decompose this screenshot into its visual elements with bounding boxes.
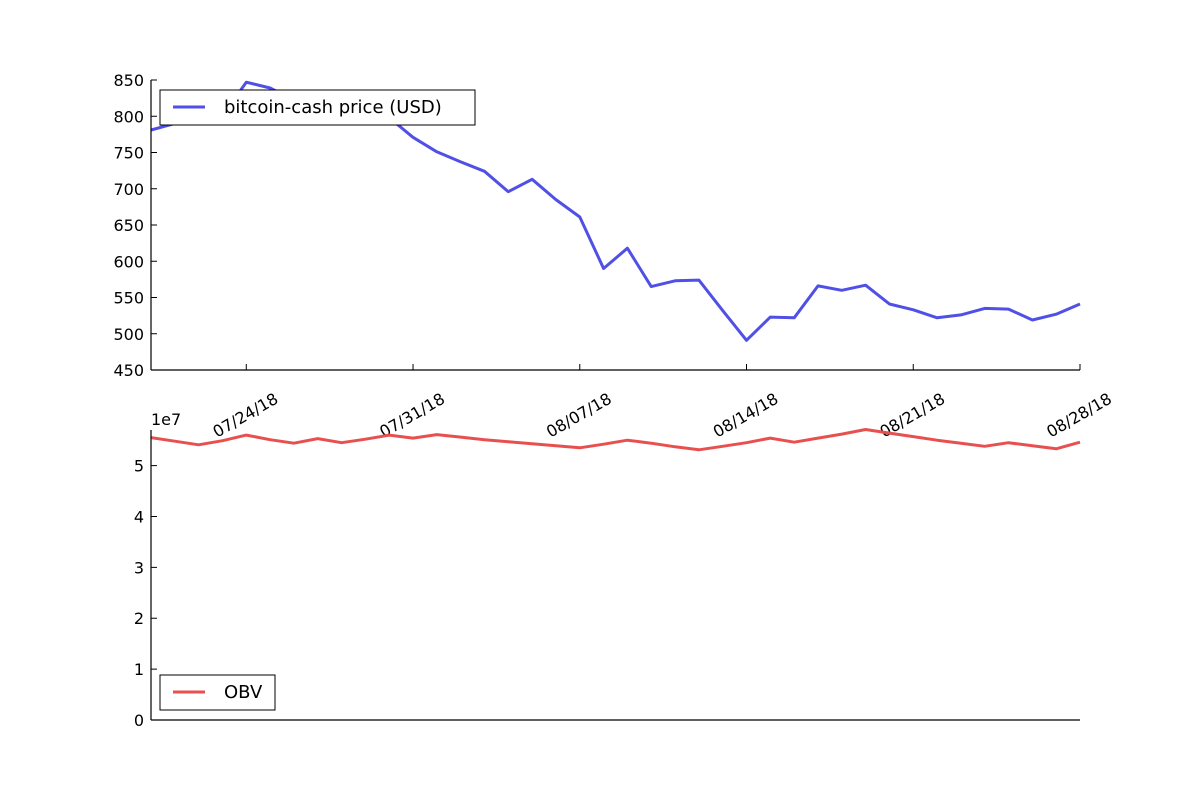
price-y-tick-label: 550 <box>113 289 144 308</box>
price-y-tick-label: 850 <box>113 71 144 90</box>
obv-axis-layer <box>150 430 1080 721</box>
obv-y-tick-label: 3 <box>134 558 144 577</box>
obv-y-tick-label: 4 <box>134 507 144 526</box>
obv-panel: 0 1 2 3 4 5 1e7 OBV <box>134 410 1081 730</box>
price-y-ticks: 450 500 550 600 650 700 750 800 850 <box>113 71 157 380</box>
obv-legend-label: OBV <box>224 682 263 703</box>
price-y-tick-label: 750 <box>113 144 144 163</box>
price-legend-box <box>159 89 476 126</box>
obv-y-ticks: 0 1 2 3 4 5 <box>134 457 157 730</box>
price-y-tick-label: 650 <box>113 216 144 235</box>
price-y-tick-label: 600 <box>113 252 144 271</box>
price-legend: bitcoin-cash price (USD) <box>159 89 476 126</box>
obv-y-tick-label: 2 <box>134 609 144 628</box>
price-y-tick-label: 500 <box>113 325 144 344</box>
price-y-tick-label: 700 <box>113 180 144 199</box>
obv-offset-label: 1e7 <box>151 410 181 429</box>
obv-y-tick-label: 1 <box>134 660 144 679</box>
obv-legend: OBV <box>159 674 276 711</box>
price-y-tick-label: 450 <box>113 361 144 380</box>
price-legend-label: bitcoin-cash price (USD) <box>224 97 442 118</box>
obv-y-tick-label: 5 <box>134 457 144 476</box>
obv-series-layer <box>150 428 1081 452</box>
price-y-tick-label: 800 <box>113 107 144 126</box>
obv-series-line <box>150 428 1081 452</box>
obv-y-tick-label: 0 <box>134 711 144 730</box>
